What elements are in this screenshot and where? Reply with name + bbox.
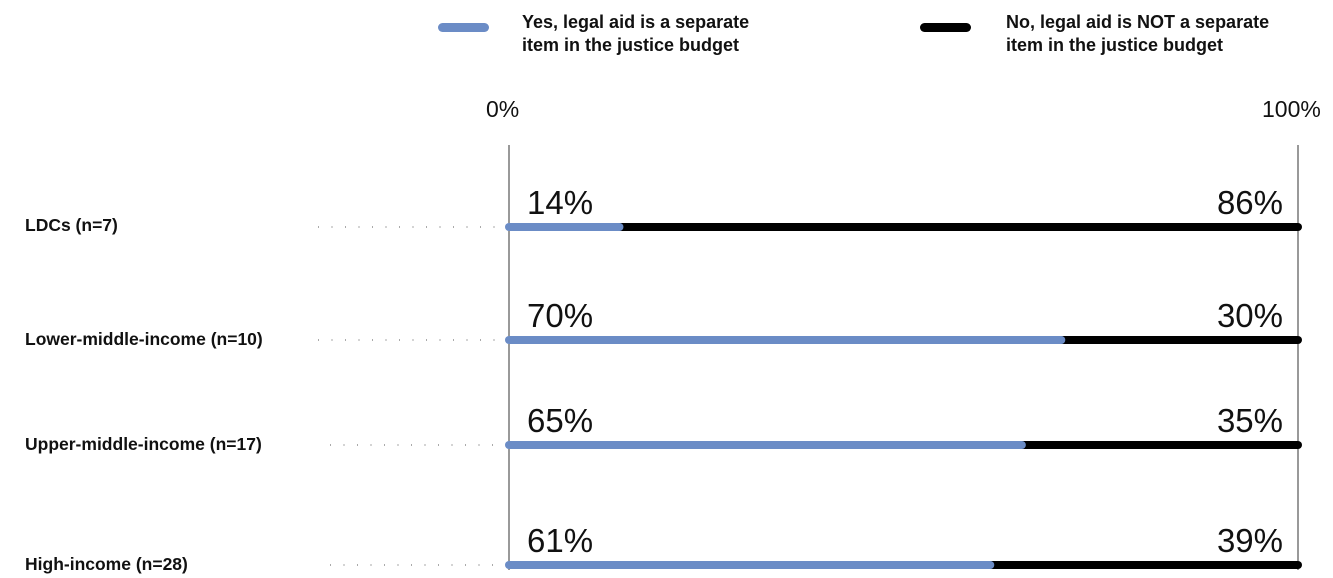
category-label: Upper-middle-income (n=17) (25, 434, 262, 454)
axis-tick-min: 0% (486, 96, 520, 122)
value-label-yes: 61% (527, 522, 593, 559)
value-label-no: 86% (1217, 184, 1283, 221)
legend-swatch-no (920, 23, 971, 32)
category-label: LDCs (n=7) (25, 215, 118, 235)
value-label-yes: 14% (527, 184, 593, 221)
value-label-yes: 70% (527, 297, 593, 334)
legend-label-yes: Yes, legal aid is a separate item in the… (522, 12, 750, 55)
category-label: Lower-middle-income (n=10) (25, 329, 263, 349)
value-label-no: 39% (1217, 522, 1283, 559)
legend-swatch-yes (438, 23, 489, 32)
category-label: High-income (n=28) (25, 554, 188, 574)
value-label-yes: 65% (527, 402, 593, 439)
axis-tick-max: 100% (1262, 96, 1321, 122)
value-label-no: 30% (1217, 297, 1283, 334)
value-label-no: 35% (1217, 402, 1283, 439)
legend-label-no: No, legal aid is NOT a separate item in … (1006, 12, 1270, 55)
